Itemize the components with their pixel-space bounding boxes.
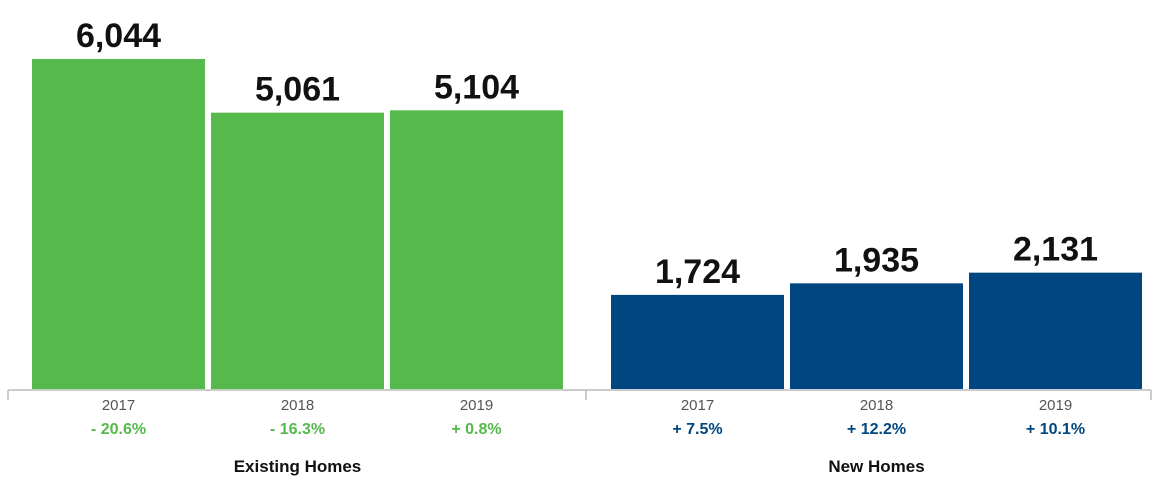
percent-change-label: + 0.8% [451,421,501,438]
bar-value-label: 6,044 [76,17,161,55]
bar [969,272,1142,389]
percent-change-label: - 20.6% [91,421,146,438]
bar [390,110,563,390]
bars-layer [32,59,1142,390]
percent-change-label: + 12.2% [847,421,906,438]
bar [32,59,205,389]
percent-change-label: - 16.3% [270,421,325,438]
percent-change-label: + 7.5% [672,421,722,438]
x-tick-label: 2018 [281,397,314,414]
bar [211,112,384,389]
bar-value-label: 2,131 [1013,231,1098,269]
bar [611,294,784,389]
x-tick-label: 2019 [1039,397,1072,414]
bar-value-label: 5,061 [255,71,340,109]
bar [790,283,963,389]
x-tick-label: 2019 [460,397,493,414]
labels-layer: 6,044 2017 - 20.6% 5,061 2018 - 16.3% 5,104 201… [76,17,1098,476]
x-tick-label: 2018 [860,397,893,414]
bar-value-label: 5,104 [434,68,519,106]
group-label: New Homes [828,457,924,476]
group-label: Existing Homes [234,457,362,476]
x-tick-label: 2017 [681,397,714,414]
bar-value-label: 1,724 [655,253,740,291]
x-tick-label: 2017 [102,397,135,414]
percent-change-label: + 10.1% [1026,421,1085,438]
bar-value-label: 1,935 [834,241,919,279]
